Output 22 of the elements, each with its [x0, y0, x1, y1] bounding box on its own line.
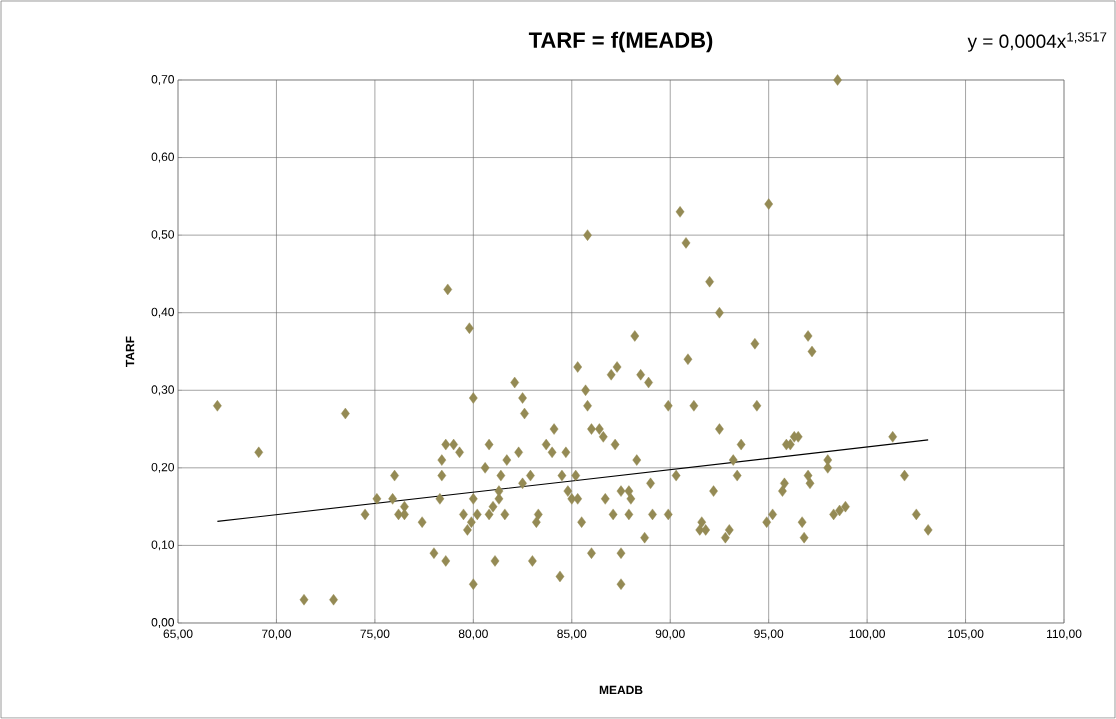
- y-tick-label: 0,50: [151, 230, 175, 241]
- x-tick-label: 100,00: [849, 629, 885, 640]
- text: y = 0,0004x$^{1,3517}$: [967, 32, 1107, 52]
- x-tick-label: 95,00: [754, 629, 784, 640]
- y-tick-label: 0,70: [151, 75, 175, 85]
- chart-title: TARF = f(MEADB): [528, 31, 713, 53]
- y-axis-title: TARF: [125, 336, 135, 367]
- x-tick-label: 65,00: [163, 629, 193, 640]
- x-tick-label: 110,00: [1047, 629, 1082, 640]
- y-tick-label: 0,40: [151, 307, 175, 318]
- x-tick-label: 85,00: [557, 629, 587, 640]
- y-tick-label: 0,30: [151, 385, 175, 396]
- x-axis-title: MEADB: [599, 685, 643, 695]
- y-tick-label: 0,10: [151, 540, 175, 551]
- x-tick-label: 70,00: [262, 629, 291, 640]
- y-tick-label: 0,20: [151, 462, 175, 473]
- x-tick-label: 105,00: [948, 629, 984, 640]
- x-tick-label: 75,00: [360, 629, 390, 640]
- y-tick-label: 0,00: [151, 618, 175, 628]
- x-tick-label: 90,00: [655, 629, 685, 640]
- y-tick-label: 0,60: [151, 152, 175, 163]
- x-tick-label: 80,00: [458, 629, 488, 640]
